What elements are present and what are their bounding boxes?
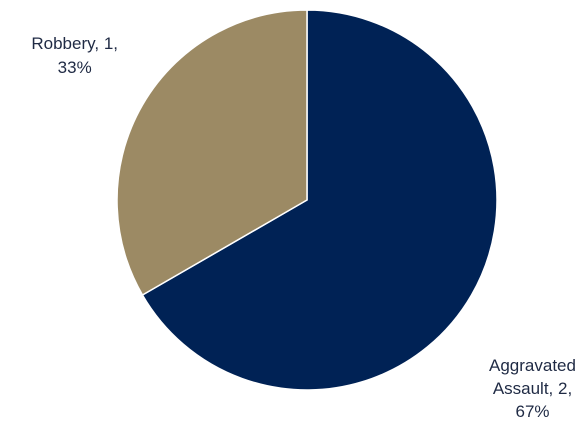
data-label-line: Aggravated (489, 356, 576, 375)
pie-slice-robbery (116, 9, 308, 297)
data-label-aggravated-assault: Aggravated Assault, 2, 67% (489, 356, 576, 421)
data-label-line: 33% (58, 58, 92, 77)
data-label-line: Robbery, 1, (31, 34, 118, 53)
pie-slices (116, 9, 498, 391)
pie-slice-aggravated-assault (141, 9, 498, 391)
data-label-robbery: Robbery, 1, 33% (31, 34, 118, 77)
data-label-line: 67% (515, 402, 549, 421)
data-label-line: Assault, 2, (493, 379, 572, 398)
pie-labels: Aggravated Assault, 2, 67% Robbery, 1, 33% (31, 34, 576, 421)
